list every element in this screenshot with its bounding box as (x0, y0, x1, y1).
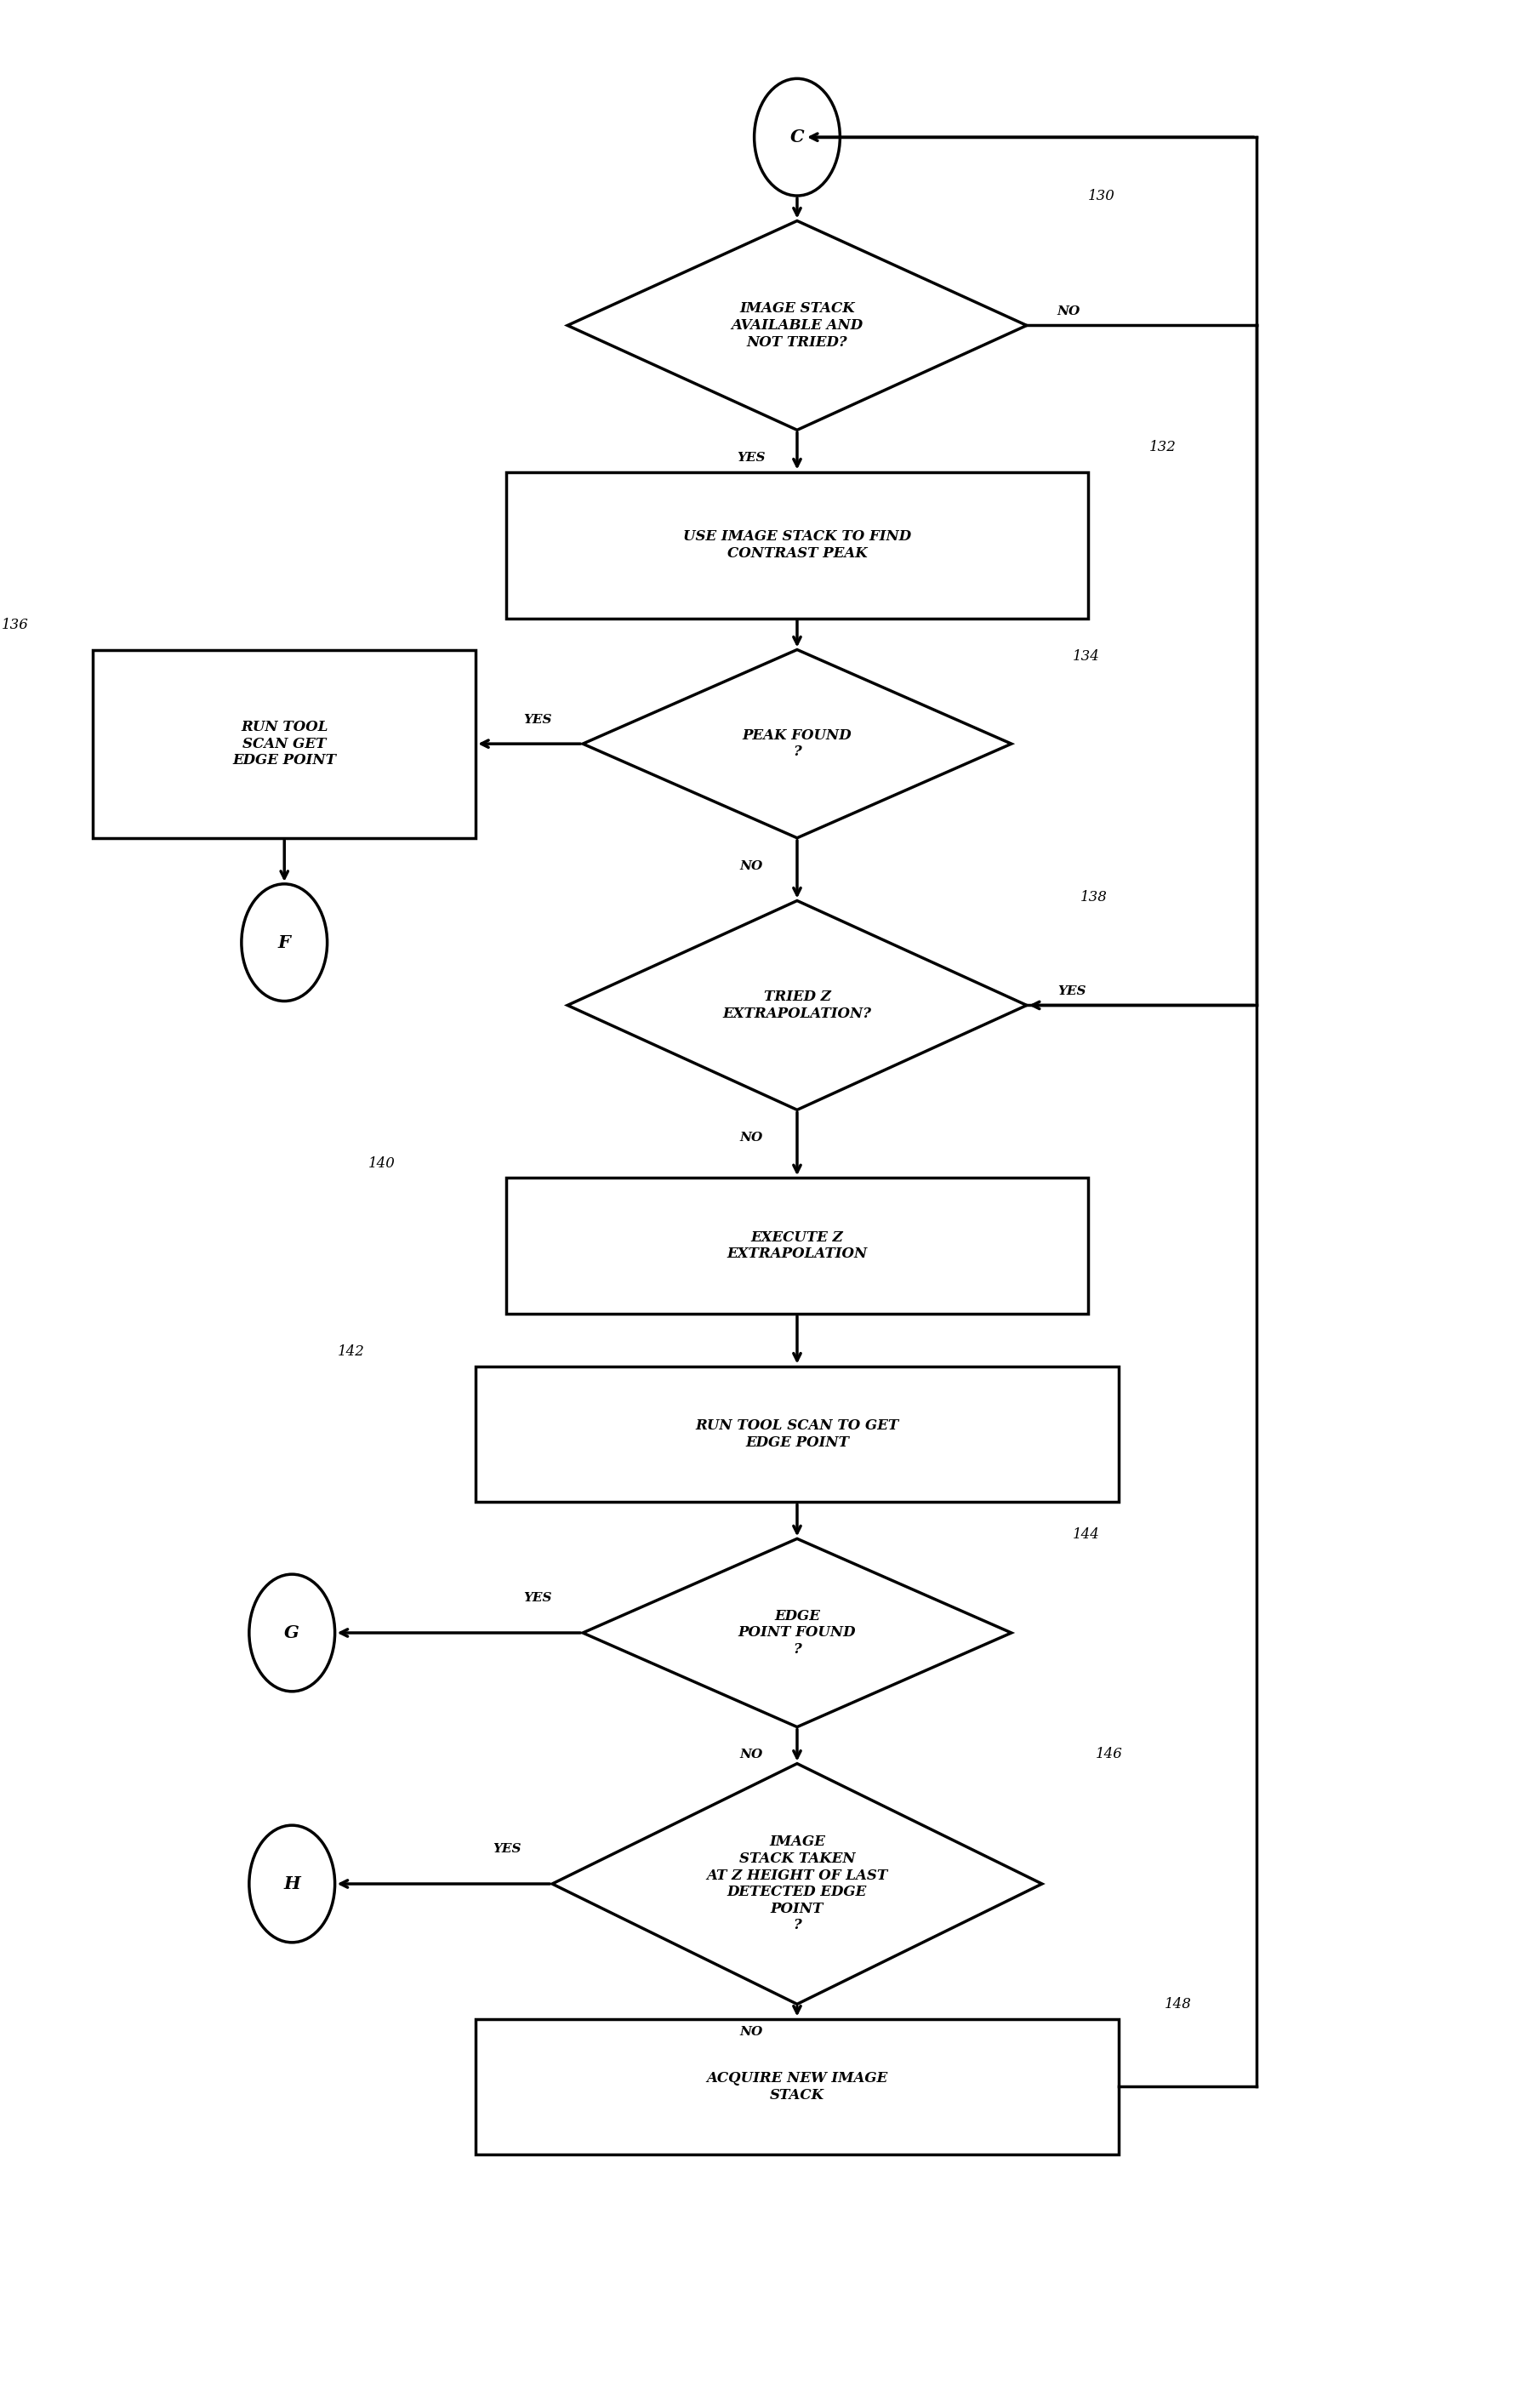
Text: 140: 140 (368, 1156, 396, 1170)
Text: F: F (277, 934, 291, 951)
Text: C: C (789, 128, 805, 144)
Text: IMAGE
STACK TAKEN
AT Z HEIGHT OF LAST
DETECTED EDGE
POINT
?: IMAGE STACK TAKEN AT Z HEIGHT OF LAST DE… (707, 1835, 888, 1934)
Text: NO: NO (739, 2025, 763, 2037)
Text: TRIED Z
EXTRAPOLATION?: TRIED Z EXTRAPOLATION? (722, 990, 872, 1021)
Text: RUN TOOL SCAN TO GET
EDGE POINT: RUN TOOL SCAN TO GET EDGE POINT (696, 1418, 898, 1450)
Text: 134: 134 (1073, 650, 1099, 665)
Text: 148: 148 (1165, 1996, 1191, 2011)
Text: NO: NO (1058, 306, 1081, 318)
Text: 142: 142 (337, 1344, 365, 1358)
Text: EXECUTE Z
EXTRAPOLATION: EXECUTE Z EXTRAPOLATION (727, 1230, 868, 1262)
Text: NO: NO (739, 1132, 763, 1144)
Text: NO: NO (739, 1748, 763, 1760)
Text: YES: YES (737, 453, 765, 465)
Text: ACQUIRE NEW IMAGE
STACK: ACQUIRE NEW IMAGE STACK (707, 2071, 888, 2102)
Text: 146: 146 (1096, 1748, 1122, 1763)
Text: PEAK FOUND
?: PEAK FOUND ? (742, 727, 852, 759)
Text: YES: YES (524, 713, 552, 725)
Text: EDGE
POINT FOUND
?: EDGE POINT FOUND ? (739, 1609, 855, 1657)
Text: YES: YES (524, 1592, 552, 1604)
Text: IMAGE STACK
AVAILABLE AND
NOT TRIED?: IMAGE STACK AVAILABLE AND NOT TRIED? (731, 301, 863, 349)
Text: G: G (285, 1625, 299, 1642)
Text: 138: 138 (1081, 889, 1107, 903)
Text: 130: 130 (1088, 188, 1114, 202)
Text: 132: 132 (1150, 441, 1176, 455)
Text: NO: NO (739, 860, 763, 872)
Text: H: H (284, 1876, 300, 1893)
Text: USE IMAGE STACK TO FIND
CONTRAST PEAK: USE IMAGE STACK TO FIND CONTRAST PEAK (684, 530, 911, 561)
Text: YES: YES (1058, 985, 1085, 997)
Text: 136: 136 (2, 619, 28, 633)
Text: RUN TOOL
SCAN GET
EDGE POINT: RUN TOOL SCAN GET EDGE POINT (233, 720, 336, 768)
Text: 144: 144 (1073, 1527, 1099, 1541)
Text: YES: YES (494, 1842, 521, 1854)
